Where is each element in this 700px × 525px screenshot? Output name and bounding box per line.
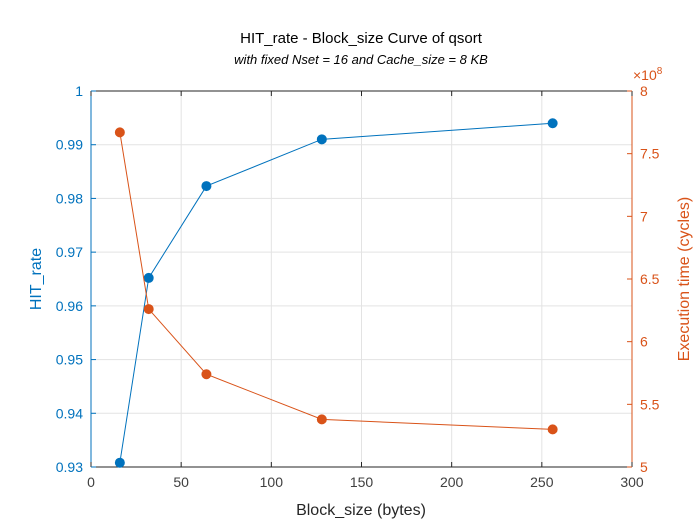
data-point-left (316, 134, 327, 145)
x-axis-label: Block_size (bytes) (296, 502, 426, 519)
y-left-tick-label: 0.97 (56, 244, 83, 260)
x-tick-label: 0 (87, 474, 95, 490)
data-point-right (316, 414, 327, 425)
y-left-tick-label: 1 (75, 83, 83, 99)
x-tick-label: 100 (260, 474, 284, 490)
data-point-left (114, 457, 125, 468)
y-right-tick-label: 8 (640, 83, 648, 99)
ticks: 0 50 100 150 200 250 300 0.93 0.94 0.95 0.96 0.97 0.… (56, 83, 660, 490)
y-left-tick-label: 0.95 (56, 352, 83, 368)
y-left-tick-label: 0.96 (56, 298, 83, 314)
y-right-tick-label: 5.5 (640, 396, 660, 412)
right-axis-exponent-power: 8 (657, 66, 663, 77)
x-tick-label: 150 (350, 474, 374, 490)
chart-subtitle: with fixed Nset = 16 and Cache_size = 8 … (234, 52, 488, 67)
data-point-left (547, 118, 558, 129)
y-left-tick-label: 0.93 (56, 459, 83, 475)
right-axis-exponent: ×108 (633, 66, 663, 83)
data-point-right (547, 424, 558, 435)
y-left-tick-label: 0.94 (56, 405, 83, 421)
data-point-right (143, 304, 154, 315)
series-layer (114, 118, 558, 468)
y-right-tick-label: 7.5 (640, 146, 660, 162)
data-point-right (201, 369, 212, 380)
x-tick-label: 200 (440, 474, 464, 490)
y-right-tick-label: 5 (640, 459, 648, 475)
right-axis-exponent-base: ×10 (633, 67, 657, 83)
x-tick-label: 50 (173, 474, 189, 490)
y-left-tick-label: 0.99 (56, 137, 83, 153)
y-right-tick-label: 6.5 (640, 271, 660, 287)
chart-title: HIT_rate - Block_size Curve of qsort (240, 30, 483, 47)
y-left-tick-label: 0.98 (56, 190, 83, 206)
y-right-tick-label: 7 (640, 208, 648, 224)
y-right-tick-label: 6 (640, 334, 648, 350)
x-tick-label: 300 (620, 474, 644, 490)
data-point-left (143, 272, 154, 283)
data-point-left (201, 181, 212, 192)
data-point-right (114, 127, 125, 138)
y-left-axis-label: HIT_rate (28, 248, 45, 310)
x-tick-label: 250 (530, 474, 554, 490)
y-right-axis-label: Execution time (cycles) (676, 197, 693, 362)
